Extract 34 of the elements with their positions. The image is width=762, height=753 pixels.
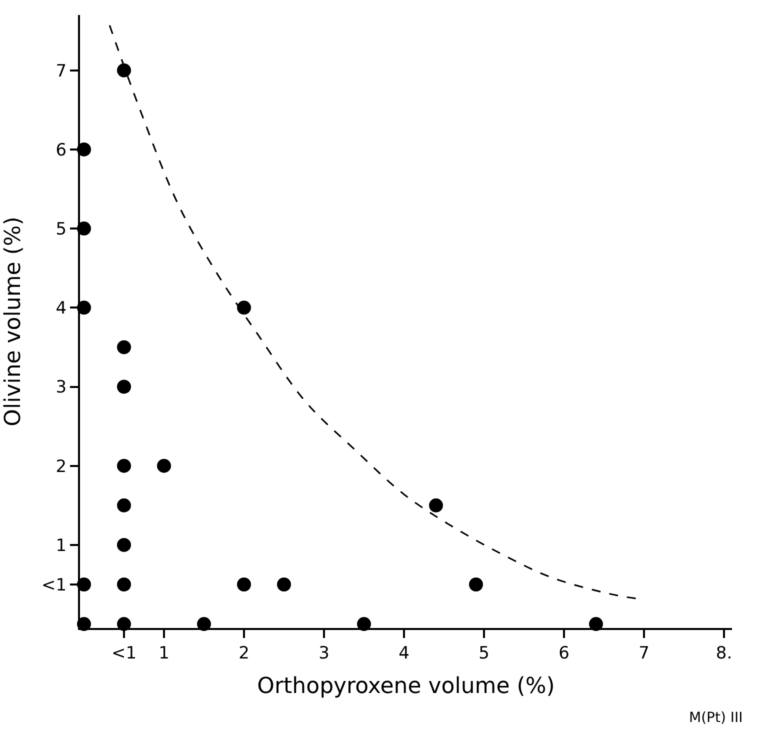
point (117, 340, 131, 354)
x-tick-label: 7 (638, 643, 650, 664)
x-tick-label: <1 (111, 643, 137, 664)
point (117, 538, 131, 552)
line-series (108, 24, 638, 600)
y-tick-label: 2 (56, 456, 67, 477)
y-tick-label: 7 (56, 61, 67, 82)
point (117, 63, 131, 78)
x-tick-label: 2 (238, 643, 250, 664)
y-tick-label: 6 (56, 140, 67, 160)
text: M(Pt) III (689, 710, 743, 726)
x-tick-label: 4 (398, 643, 410, 664)
y-tick-label: <1 (42, 575, 67, 596)
x-tick-label: 6 (558, 643, 570, 664)
point (117, 380, 131, 394)
x-tick-label: 8. (716, 643, 732, 664)
point (117, 458, 131, 473)
x-tick-label: 3 (318, 643, 330, 664)
point (237, 300, 251, 315)
point (117, 578, 131, 592)
y-tick-label: 5 (56, 220, 67, 240)
point (277, 578, 291, 592)
y-axis-title: Olivine volume (%) (0, 216, 26, 426)
x-tick-label: 1 (158, 643, 170, 664)
y-tick-label: 3 (56, 378, 67, 398)
point (469, 578, 483, 592)
point (117, 498, 131, 512)
point (429, 498, 443, 512)
point (237, 578, 251, 592)
x-axis-title: Orthopyroxene volume (%) (257, 674, 555, 699)
x-tick-label: 5 (478, 643, 490, 664)
point (157, 458, 171, 473)
y-tick-label: 4 (56, 298, 67, 319)
y-tick-label: 1 (56, 536, 67, 556)
